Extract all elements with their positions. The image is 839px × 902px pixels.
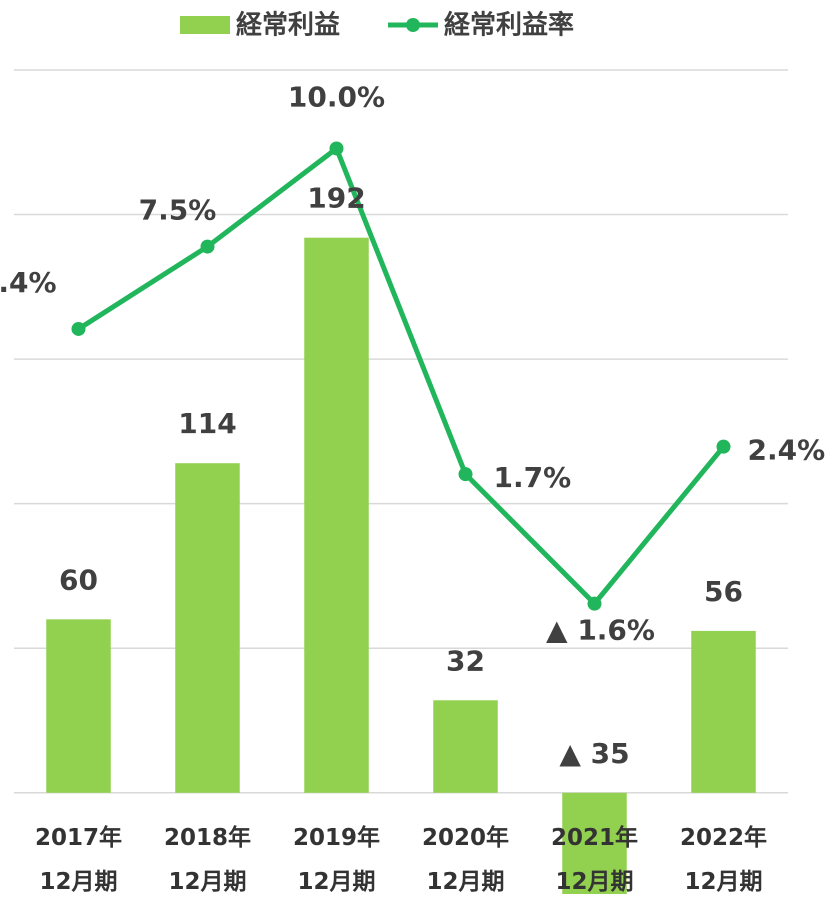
x-tick-label: 2021年 12月期 [550, 825, 638, 895]
data-label: 32 [446, 644, 485, 677]
bar [304, 237, 369, 793]
legend-label: 経常利益 [236, 10, 340, 41]
line-point [587, 596, 602, 611]
line [77, 145, 726, 607]
data-label: 5.4% [0, 266, 57, 299]
bar [46, 619, 111, 793]
x-tick-label: 2018年 12月期 [163, 825, 251, 895]
data-label: ▲ 1.6% [546, 614, 655, 647]
data-label: ▲ 35 [559, 737, 629, 770]
line-point [71, 321, 86, 336]
data-label: 1.7% [494, 461, 572, 494]
data-label: 192 [307, 182, 365, 215]
x-tick-label: 2020年 12月期 [421, 825, 509, 895]
data-label: 10.0% [288, 80, 385, 113]
line-point [329, 141, 344, 156]
line-point [716, 439, 731, 454]
data-label: 7.5% [139, 194, 217, 227]
x-tick-label: 2019年 12月期 [292, 825, 380, 895]
legend-swatch [406, 18, 421, 32]
bar [691, 630, 756, 793]
bar [562, 792, 627, 894]
x-tick-label: 2022年 12月期 [679, 825, 767, 895]
data-label: 56 [704, 575, 743, 608]
data-label: 60 [59, 563, 98, 596]
line-point [458, 467, 473, 482]
bar [175, 463, 240, 793]
x-tick-label: 2017年 12月期 [34, 825, 122, 895]
data-label: 2.4% [748, 434, 826, 467]
bar [433, 700, 498, 793]
line-point [200, 239, 215, 254]
legend-swatch [180, 16, 230, 34]
data-label: 114 [178, 407, 236, 440]
legend-label: 経常利益率 [444, 10, 574, 41]
